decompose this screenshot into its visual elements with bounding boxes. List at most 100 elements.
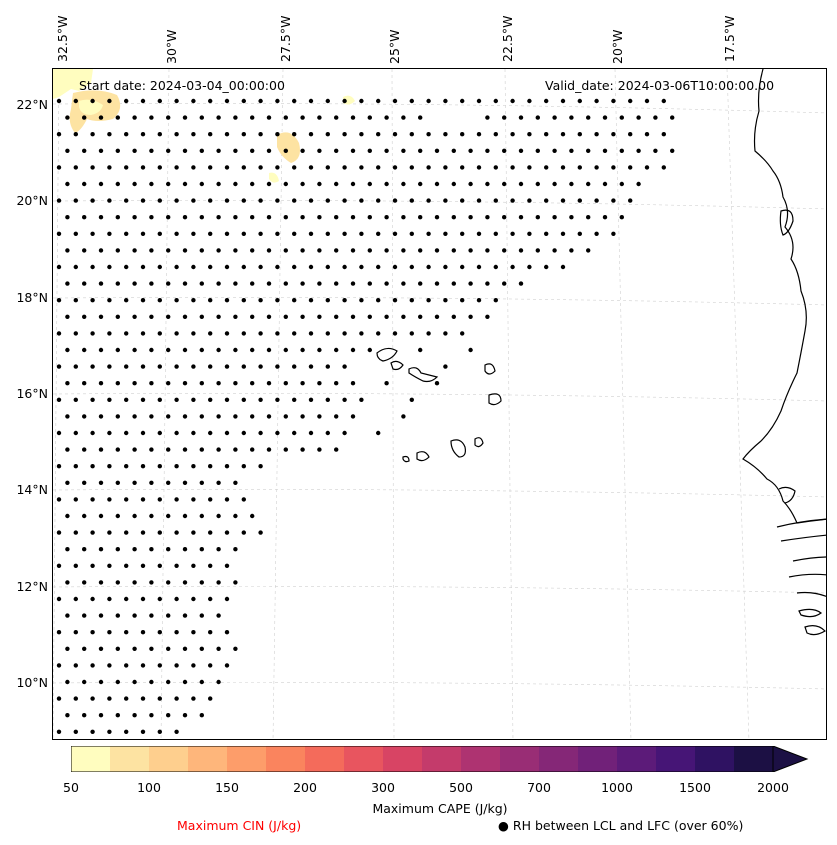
rh-dot bbox=[73, 231, 79, 236]
island-santo-antao bbox=[376, 347, 398, 362]
rh-dot bbox=[485, 215, 490, 220]
rh-dot bbox=[275, 198, 280, 203]
rh-dot bbox=[334, 447, 339, 452]
rh-dot bbox=[275, 98, 280, 104]
rh-dot bbox=[468, 347, 473, 353]
rh-dot bbox=[518, 115, 524, 120]
colorbar-segment bbox=[734, 746, 774, 772]
rh-dot bbox=[317, 414, 322, 419]
rh-dot bbox=[451, 314, 456, 319]
rh-dot bbox=[476, 298, 482, 303]
lon-label-20w: 20°W bbox=[610, 29, 625, 64]
rh-dot bbox=[140, 596, 146, 602]
gridline-lon-25w bbox=[391, 69, 395, 739]
rh-dot bbox=[653, 148, 658, 153]
rh-dot bbox=[283, 314, 288, 319]
rh-dot bbox=[182, 580, 188, 585]
colorbar-segment bbox=[149, 746, 189, 772]
rh-dot bbox=[115, 314, 121, 319]
rh-dot bbox=[149, 613, 154, 618]
rh-dot bbox=[65, 381, 70, 386]
rh-dot bbox=[560, 132, 566, 137]
colorbar-segment bbox=[695, 746, 735, 772]
rh-dot bbox=[124, 430, 129, 436]
rh-dot bbox=[376, 430, 381, 436]
rh-dot bbox=[560, 198, 566, 203]
rh-dot bbox=[107, 98, 112, 104]
rh-dot bbox=[56, 563, 62, 568]
rh-dot bbox=[65, 480, 70, 485]
rh-dot bbox=[376, 132, 381, 137]
rh-dot bbox=[191, 430, 196, 436]
rh-dot bbox=[182, 679, 188, 685]
rh-dot bbox=[241, 231, 246, 236]
rh-dot bbox=[283, 115, 288, 120]
rh-dot bbox=[199, 115, 204, 120]
rh-dot bbox=[426, 298, 431, 303]
rh-dot bbox=[334, 281, 339, 286]
rh-dot bbox=[98, 115, 104, 120]
rh-dot bbox=[325, 264, 330, 270]
rh-dot bbox=[224, 198, 230, 203]
rh-dot bbox=[266, 215, 272, 220]
rh-dot bbox=[334, 215, 339, 220]
rh-dot bbox=[460, 98, 465, 104]
rh-dot bbox=[653, 115, 658, 120]
coastline-gambia bbox=[776, 518, 826, 562]
rh-dot bbox=[392, 331, 398, 336]
rh-dot bbox=[250, 414, 255, 419]
rh-dot bbox=[107, 696, 112, 701]
rh-dot bbox=[216, 148, 221, 153]
rh-dot bbox=[258, 132, 263, 137]
map-area[interactable] bbox=[52, 68, 827, 740]
rh-dot bbox=[73, 663, 79, 668]
rh-dot bbox=[266, 281, 272, 286]
rh-dot bbox=[359, 397, 364, 402]
rh-dot bbox=[166, 480, 171, 485]
rh-dot bbox=[208, 231, 213, 236]
lat-label-12n: 12°N bbox=[16, 579, 48, 594]
coastline-cap-vert bbox=[778, 486, 796, 504]
gridline-lon-32-5w bbox=[53, 69, 60, 739]
rh-dot bbox=[518, 248, 524, 253]
map-canvas bbox=[53, 69, 826, 739]
rh-dot bbox=[460, 231, 465, 236]
rh-dot bbox=[124, 630, 129, 635]
rh-dot bbox=[300, 347, 305, 353]
rh-dot bbox=[569, 248, 574, 253]
rh-dot bbox=[241, 331, 246, 336]
rh-dot bbox=[241, 298, 246, 303]
rh-dot bbox=[182, 713, 188, 718]
rh-dot bbox=[342, 298, 347, 303]
rh-dot bbox=[602, 215, 608, 220]
rh-dot bbox=[140, 198, 146, 203]
rh-dot bbox=[149, 215, 154, 220]
rh-dot bbox=[401, 148, 406, 153]
rh-dot bbox=[266, 148, 272, 153]
rh-dot bbox=[283, 181, 288, 187]
rh-dot bbox=[90, 630, 95, 635]
rh-dot bbox=[157, 596, 162, 602]
rh-dot bbox=[157, 198, 162, 203]
rh-dot bbox=[174, 464, 179, 469]
rh-dot bbox=[577, 198, 582, 203]
rh-dot bbox=[65, 646, 70, 651]
rh-dot bbox=[182, 115, 188, 120]
rh-dot bbox=[258, 165, 263, 170]
rh-dot bbox=[266, 347, 272, 353]
rh-dot bbox=[208, 298, 213, 303]
rh-dot bbox=[98, 447, 104, 452]
rh-dot bbox=[342, 132, 347, 137]
colorbar-segment bbox=[266, 746, 306, 772]
rh-dot bbox=[107, 132, 112, 137]
rh-dot bbox=[216, 181, 221, 187]
colorbar-tick-label: 150 bbox=[215, 780, 239, 795]
rh-dot bbox=[527, 132, 532, 137]
rh-dot bbox=[493, 132, 498, 137]
rh-dot bbox=[502, 181, 507, 187]
rh-dot bbox=[157, 364, 162, 369]
rh-dot bbox=[199, 314, 204, 319]
rh-dot bbox=[544, 231, 549, 236]
rh-dot bbox=[577, 231, 582, 236]
rh-dot bbox=[140, 264, 146, 270]
